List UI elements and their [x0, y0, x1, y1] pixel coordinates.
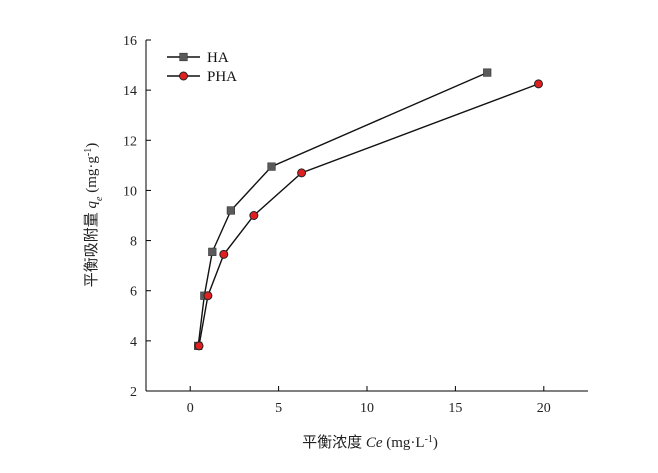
data-point-pha	[219, 249, 229, 259]
legend-marker-ha	[179, 52, 188, 62]
data-point-ha	[483, 68, 492, 77]
x-tick-label: 5	[275, 401, 282, 416]
data-point-pha	[297, 168, 307, 178]
legend-label-ha: HA	[207, 50, 229, 66]
data-point-pha	[203, 291, 213, 301]
y-tick-label: 8	[130, 235, 137, 250]
data-point-ha	[226, 206, 235, 215]
x-axis-label-main: 平衡浓度	[302, 434, 366, 451]
x-tick-label: 20	[537, 401, 551, 416]
y-axis-label-var: q	[84, 200, 100, 208]
data-point-ha	[267, 162, 276, 171]
data-point-ha	[208, 247, 217, 256]
x-tick-label: 10	[360, 401, 374, 416]
y-axis-label-unit: (mg·g	[84, 156, 100, 197]
y-tick-label: 16	[123, 34, 137, 49]
y-tick-label: 2	[130, 385, 137, 400]
y-tick-label: 6	[130, 285, 137, 300]
data-point-pha	[249, 211, 259, 220]
legend-item-ha: HA	[167, 50, 229, 66]
x-axis-label-unit: (mg·L	[383, 435, 425, 451]
legend-marker-pha	[179, 71, 188, 81]
series-line-pha	[198, 83, 539, 347]
data-point-pha	[533, 79, 543, 89]
y-tick-label: 12	[123, 134, 137, 149]
x-axis-label-close: )	[433, 435, 438, 451]
legend-item-pha: PHA	[167, 69, 237, 85]
y-axis-label-exponent: -1	[83, 148, 94, 156]
x-tick-label: 15	[448, 401, 462, 416]
y-axis-label-var-subscript: e	[94, 196, 105, 201]
legend-label-pha: PHA	[207, 69, 237, 85]
series-line-ha	[197, 71, 488, 346]
y-axis-label: 平衡吸附量 qe (mg·g-1)	[83, 143, 105, 287]
ticks: 0 5 10 15 20 2 4 6 8 10 12 14 16	[123, 34, 551, 416]
y-tick-label: 14	[123, 84, 137, 99]
x-axis-label-var: Ce	[366, 435, 383, 451]
series-layer	[194, 68, 543, 351]
x-tick-label: 0	[187, 401, 194, 416]
y-tick-label: 10	[123, 184, 137, 199]
x-axis-label: 平衡浓度 Ce (mg·L-1)	[302, 434, 438, 452]
legend: HA PHA	[167, 50, 237, 85]
data-point-pha	[194, 341, 204, 351]
y-axis-label-main: 平衡吸附量	[83, 208, 100, 287]
y-tick-label: 4	[130, 335, 137, 350]
axes	[145, 40, 588, 392]
x-axis-label-exponent: -1	[425, 434, 433, 445]
y-axis-label-close: )	[84, 143, 100, 148]
